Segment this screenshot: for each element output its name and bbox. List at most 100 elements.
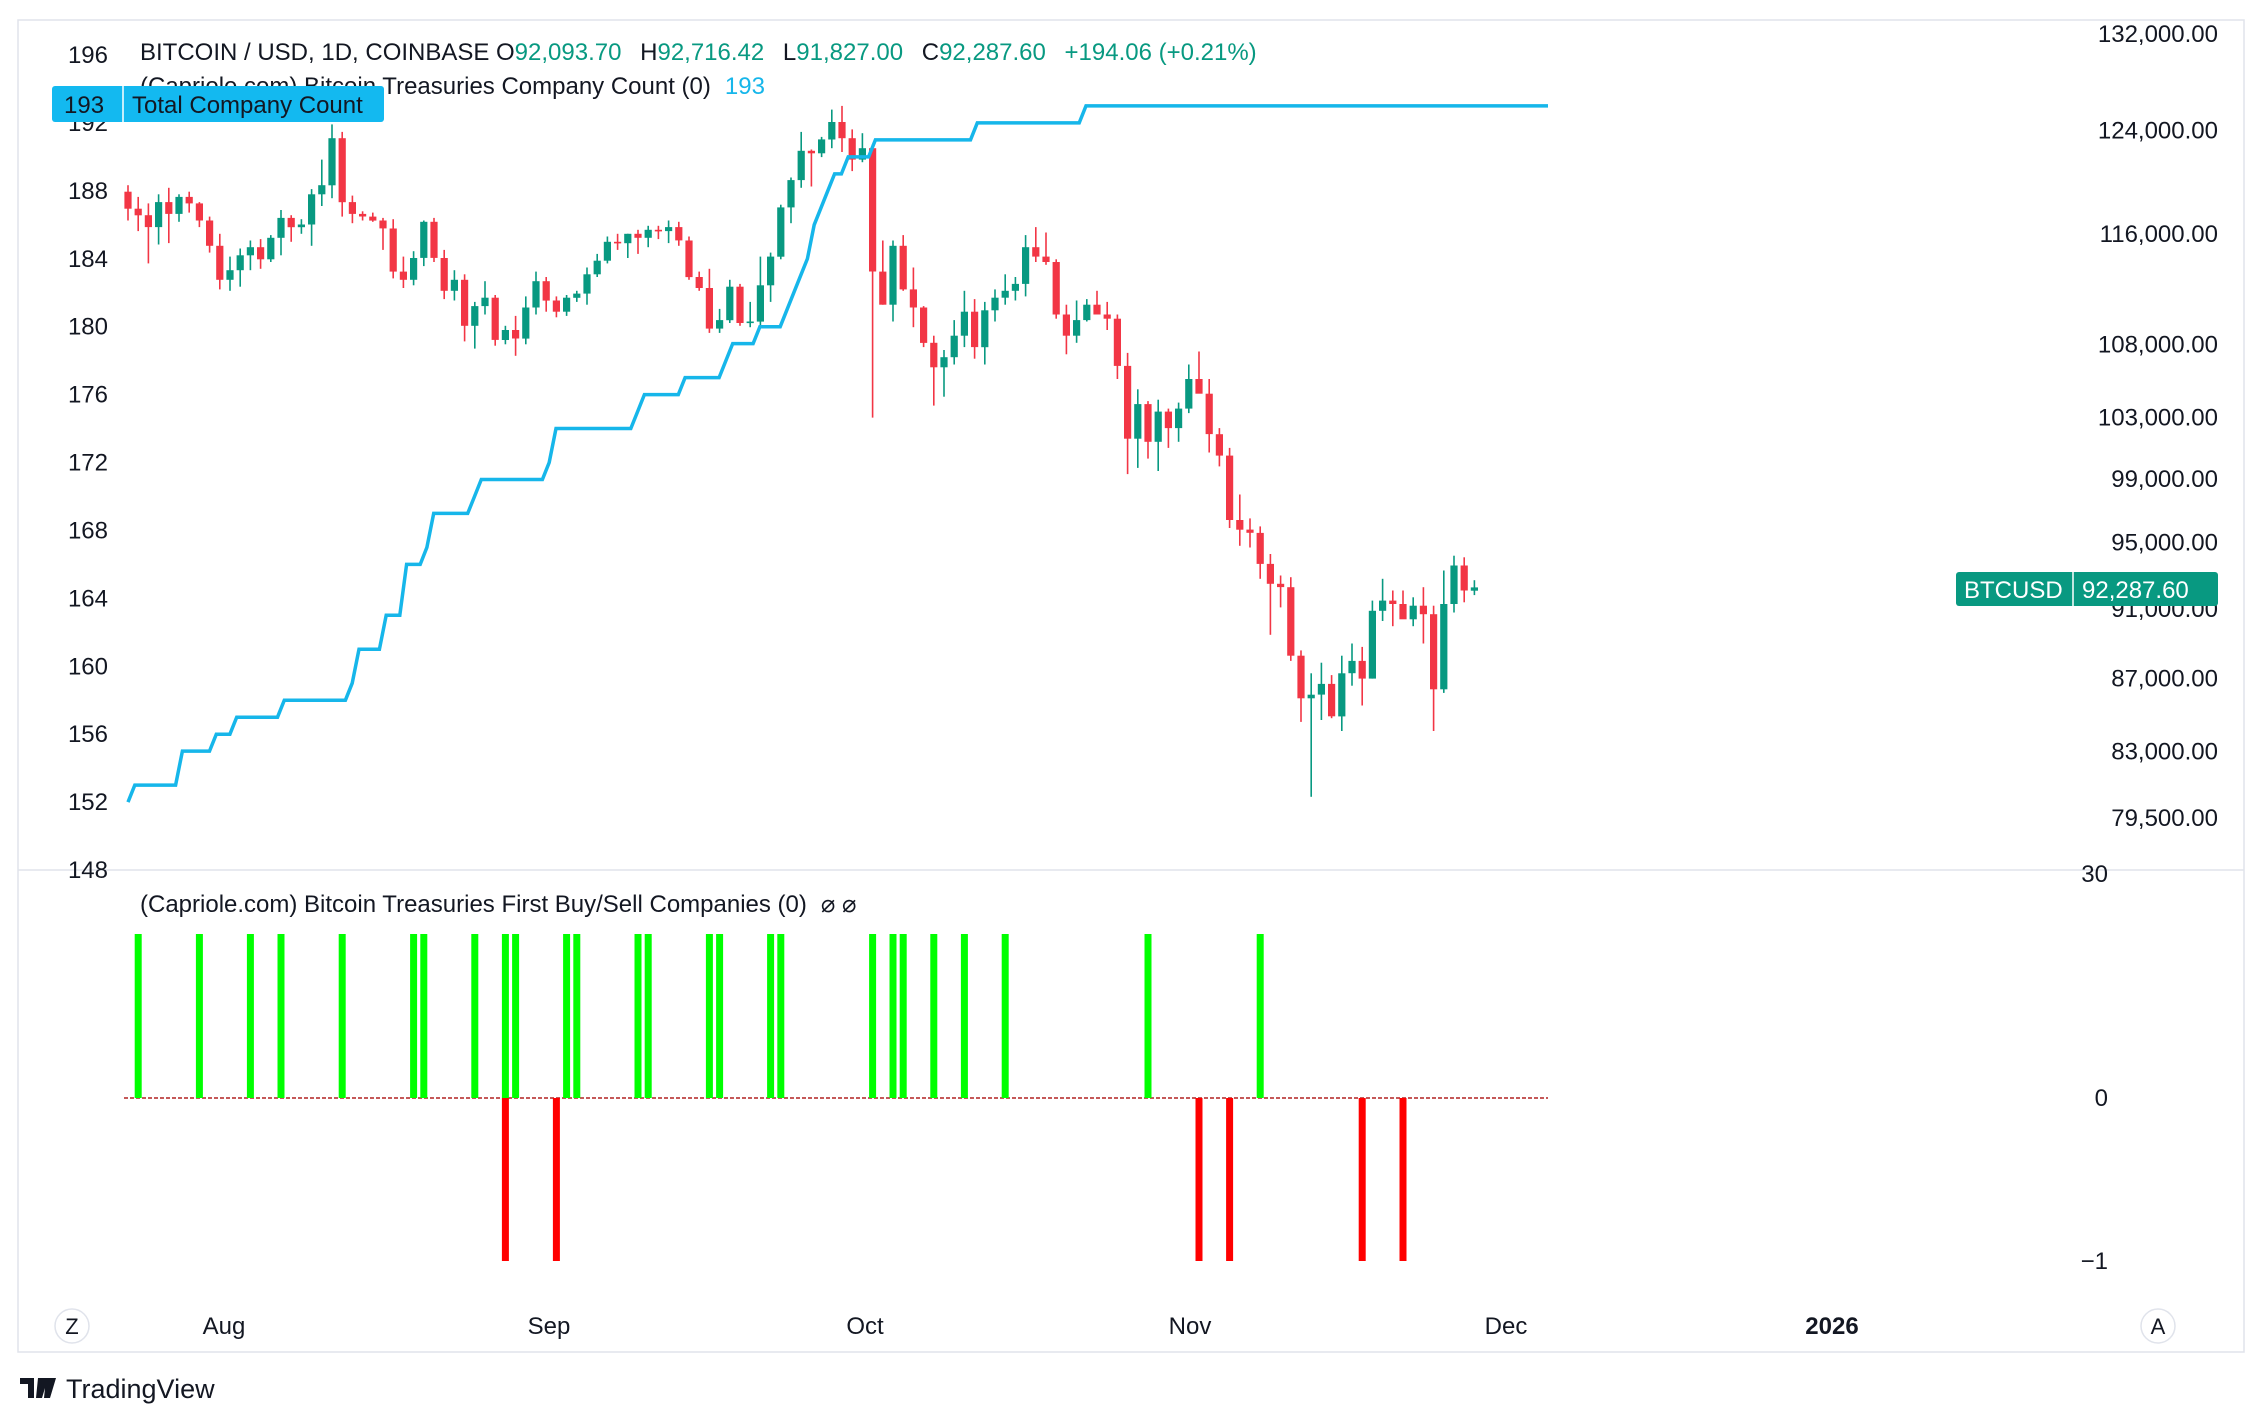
candle-body	[420, 221, 428, 258]
buy-bar	[930, 934, 938, 1098]
candle-body	[705, 288, 713, 329]
candle-body	[695, 277, 703, 288]
candle	[1450, 555, 1458, 613]
candle	[848, 129, 856, 172]
candle	[501, 325, 509, 345]
candle-body	[675, 227, 683, 241]
candle-body	[246, 247, 254, 256]
candle-body	[1430, 614, 1438, 690]
candle-body	[787, 180, 795, 208]
buy-bar	[869, 934, 877, 1098]
sell-bar	[1358, 1098, 1366, 1261]
buy-bar	[471, 934, 479, 1098]
candle	[654, 225, 662, 240]
candle	[930, 335, 938, 406]
candle	[991, 289, 999, 322]
candle	[960, 290, 968, 348]
legend-symbol: BITCOIN / USD, 1D, COINBASE	[140, 39, 489, 66]
candle-body	[1154, 411, 1162, 442]
candles	[124, 105, 1478, 797]
buy-bar	[1256, 934, 1264, 1098]
tradingview-logo-icon	[20, 1378, 56, 1398]
price-tick-label: 132,000.00	[2098, 21, 2218, 48]
buy-bar	[1144, 934, 1152, 1098]
log-scale-toggle[interactable]: Z	[54, 1308, 90, 1344]
candle	[430, 217, 438, 262]
candle-body	[1399, 604, 1407, 620]
candle	[1154, 399, 1162, 471]
candle-body	[644, 229, 652, 238]
change-value: +194.06 (+0.21%)	[1065, 39, 1257, 66]
chart-frame	[17, 19, 2245, 1353]
legend-ohlc: O92,093.70 H92,716.42 L91,827.00 C92,287…	[496, 39, 1257, 66]
count-tick-label: 184	[68, 246, 108, 273]
candle-body	[1144, 404, 1152, 442]
count-badge: 193 Total Company Count	[52, 86, 384, 122]
candle	[542, 277, 550, 312]
candle-body	[889, 245, 897, 305]
candle-body	[654, 229, 662, 232]
candle	[797, 131, 805, 188]
candle-body	[206, 220, 214, 246]
buy-bar	[338, 934, 346, 1098]
auto-scale-toggle[interactable]: A	[2140, 1308, 2176, 1344]
candle-body	[960, 311, 968, 336]
candle-body	[1409, 605, 1417, 620]
candle-body	[1073, 320, 1081, 336]
candle-body	[1022, 247, 1030, 284]
candle	[522, 296, 530, 345]
sell-bar	[1399, 1098, 1407, 1261]
candle-body	[981, 310, 989, 348]
buy-bar	[501, 934, 509, 1098]
candle	[359, 211, 367, 221]
price-axis: 132,000.00 124,000.00 116,000.00 108,000.00…	[2098, 21, 2218, 832]
candle	[1124, 352, 1132, 475]
a-label: A	[2151, 1314, 2166, 1339]
price-tick-label: 83,000.00	[2111, 738, 2218, 765]
buy-bar	[563, 934, 571, 1098]
candle-body	[1419, 605, 1427, 615]
candle-body	[1134, 404, 1142, 439]
time-tick-label: Dec	[1485, 1313, 1528, 1340]
candle-body	[603, 241, 611, 261]
candle	[807, 149, 815, 187]
candle-body	[1338, 673, 1346, 717]
candle-body	[1124, 365, 1132, 439]
high-value: 92,716.42	[657, 39, 764, 66]
candle	[736, 283, 744, 326]
candle	[726, 279, 734, 323]
candle-body	[848, 138, 856, 160]
candle	[675, 221, 683, 246]
candle	[318, 159, 326, 206]
candle-body	[1052, 262, 1060, 315]
candle-body	[1379, 600, 1387, 611]
candle-body	[583, 274, 591, 294]
candle-body	[501, 330, 509, 340]
candle	[1348, 643, 1356, 686]
candle	[838, 105, 846, 152]
candle	[777, 204, 785, 260]
candle	[1113, 314, 1121, 379]
candle	[920, 306, 928, 348]
candle	[1256, 526, 1264, 579]
candle-body	[593, 260, 601, 275]
candle	[1226, 447, 1234, 528]
z-label: Z	[65, 1314, 78, 1339]
candle	[1032, 227, 1040, 262]
candle-body	[1256, 532, 1264, 564]
candle	[603, 236, 611, 264]
buy-bar	[716, 934, 724, 1098]
candle-body	[920, 307, 928, 343]
buy-bar	[277, 934, 285, 1098]
candle	[716, 308, 724, 333]
candle-body	[1062, 314, 1070, 336]
sell-bar	[552, 1098, 560, 1261]
candle-body	[573, 293, 581, 298]
candle	[1409, 597, 1417, 627]
candle-body	[930, 342, 938, 368]
candle	[348, 195, 356, 224]
tradingview-logo[interactable]: TradingView	[20, 1374, 215, 1404]
count-tick-label: 180	[68, 314, 108, 341]
candle-body	[450, 279, 458, 291]
pane2-name: (Capriole.com) Bitcoin Treasuries First …	[140, 891, 807, 918]
